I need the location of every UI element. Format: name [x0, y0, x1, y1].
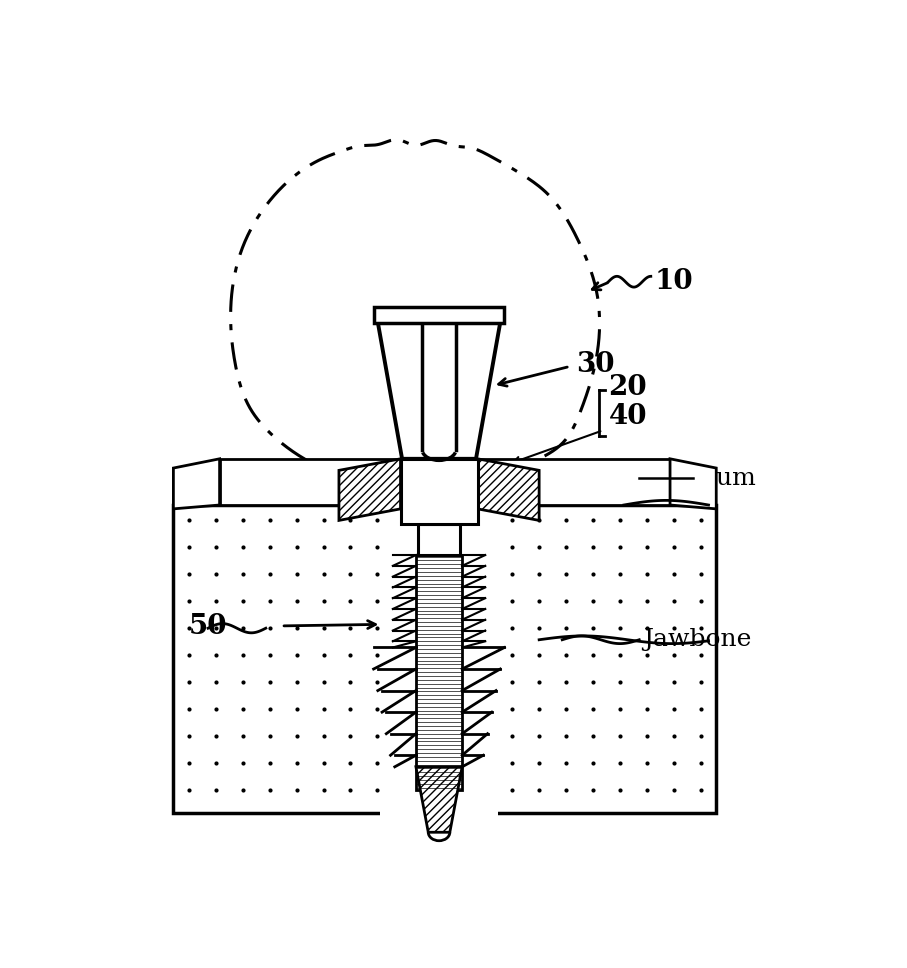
Text: Gum: Gum — [697, 467, 756, 490]
Text: 40: 40 — [609, 403, 647, 430]
Polygon shape — [416, 767, 463, 832]
Text: Jawbone: Jawbone — [643, 628, 752, 651]
Polygon shape — [478, 459, 539, 521]
Bar — [380, 555, 498, 829]
Polygon shape — [377, 320, 501, 459]
Polygon shape — [670, 459, 717, 509]
Text: 50: 50 — [189, 613, 228, 640]
Text: 20: 20 — [609, 374, 647, 401]
Polygon shape — [339, 459, 401, 521]
Text: 10: 10 — [655, 268, 693, 295]
Polygon shape — [374, 307, 504, 322]
Polygon shape — [418, 525, 460, 555]
Bar — [173, 505, 717, 813]
Polygon shape — [173, 459, 219, 509]
Text: 30: 30 — [576, 350, 615, 378]
Bar — [416, 555, 463, 790]
Polygon shape — [401, 459, 478, 525]
Polygon shape — [219, 459, 670, 505]
